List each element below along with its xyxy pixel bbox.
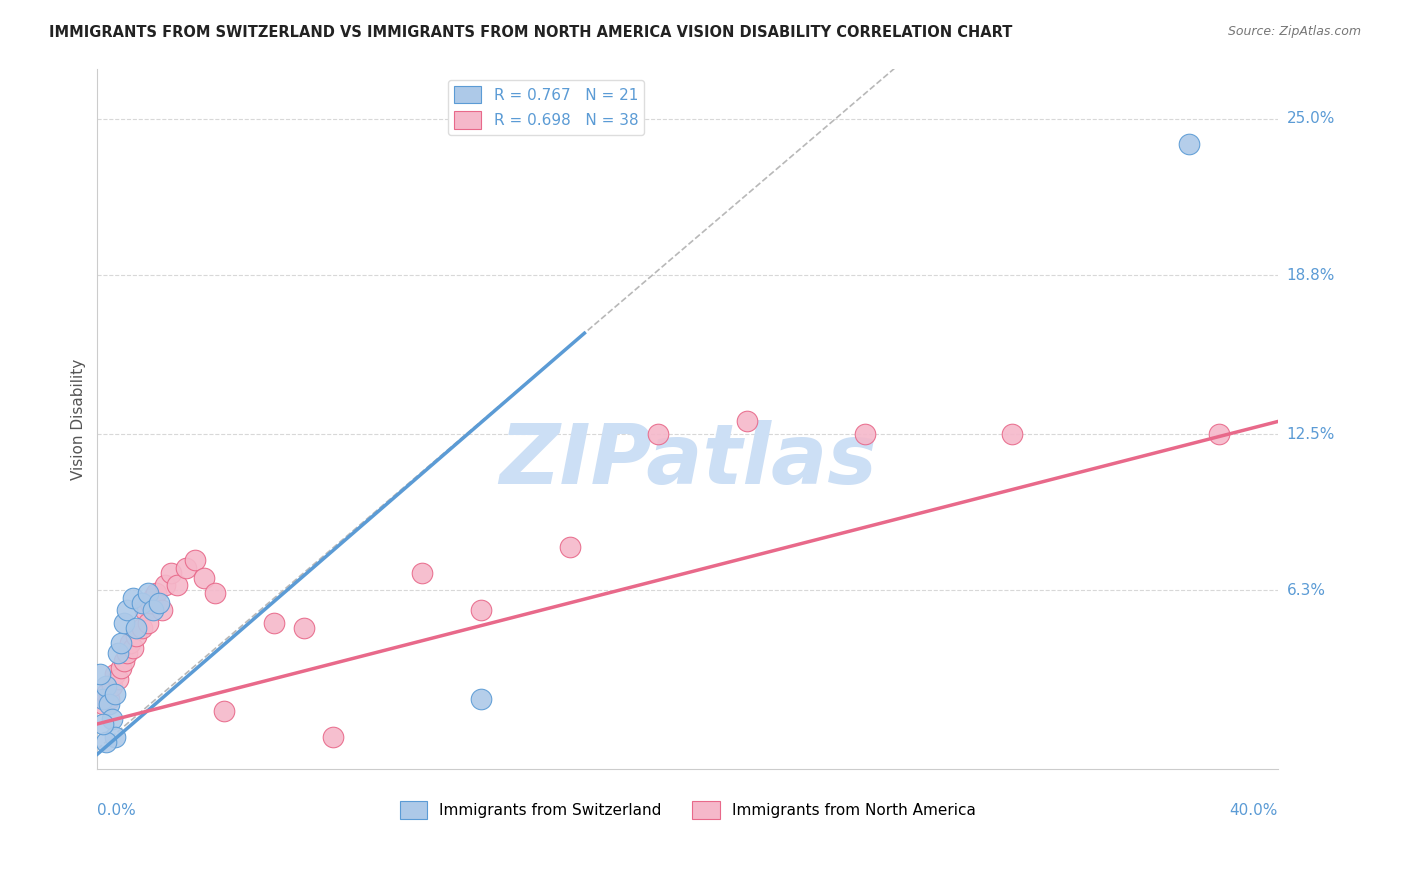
Text: 18.8%: 18.8% — [1286, 268, 1334, 283]
Point — [91, 691, 114, 706]
Point — [142, 591, 165, 605]
Text: 0.0%: 0.0% — [97, 803, 136, 818]
Point — [91, 697, 114, 711]
Point — [263, 616, 285, 631]
Text: 40.0%: 40.0% — [1230, 803, 1278, 818]
Point — [110, 636, 132, 650]
Point — [125, 621, 148, 635]
Text: 12.5%: 12.5% — [1286, 426, 1334, 442]
Point — [98, 691, 121, 706]
Point — [96, 679, 118, 693]
Point — [853, 427, 876, 442]
Point — [104, 666, 127, 681]
Point — [647, 427, 669, 442]
Point — [107, 646, 129, 660]
Point — [145, 586, 167, 600]
Point — [214, 704, 236, 718]
Point — [101, 679, 124, 693]
Point — [558, 541, 581, 555]
Point — [1178, 137, 1201, 152]
Point — [104, 730, 127, 744]
Point — [125, 629, 148, 643]
Y-axis label: Vision Disability: Vision Disability — [72, 359, 86, 480]
Point — [115, 646, 138, 660]
Text: IMMIGRANTS FROM SWITZERLAND VS IMMIGRANTS FROM NORTH AMERICA VISION DISABILITY C: IMMIGRANTS FROM SWITZERLAND VS IMMIGRANT… — [49, 25, 1012, 40]
Point — [121, 641, 143, 656]
Point — [104, 687, 127, 701]
Point — [1001, 427, 1024, 442]
Point — [131, 621, 153, 635]
Point — [148, 596, 170, 610]
Point — [96, 687, 118, 701]
Point — [101, 712, 124, 726]
Point — [136, 616, 159, 631]
Point — [131, 596, 153, 610]
Point — [322, 730, 344, 744]
Point — [110, 661, 132, 675]
Point — [166, 578, 188, 592]
Point — [142, 603, 165, 617]
Point — [89, 666, 111, 681]
Point — [91, 717, 114, 731]
Point — [98, 697, 121, 711]
Point — [115, 603, 138, 617]
Point — [735, 414, 758, 428]
Point — [134, 603, 156, 617]
Text: 6.3%: 6.3% — [1286, 582, 1326, 598]
Point — [107, 672, 129, 686]
Point — [112, 654, 135, 668]
Text: Source: ZipAtlas.com: Source: ZipAtlas.com — [1227, 25, 1361, 38]
Point — [292, 621, 315, 635]
Point — [470, 691, 492, 706]
Point — [96, 734, 118, 748]
Point — [150, 603, 173, 617]
Point — [121, 591, 143, 605]
Point — [139, 596, 162, 610]
Point — [184, 553, 207, 567]
Point — [1208, 427, 1230, 442]
Text: 25.0%: 25.0% — [1286, 112, 1334, 127]
Point — [470, 603, 492, 617]
Point — [112, 616, 135, 631]
Point — [193, 571, 215, 585]
Legend: Immigrants from Switzerland, Immigrants from North America: Immigrants from Switzerland, Immigrants … — [394, 795, 981, 825]
Point — [155, 578, 177, 592]
Point — [118, 636, 141, 650]
Point — [204, 586, 226, 600]
Point — [411, 566, 433, 580]
Point — [174, 560, 197, 574]
Point — [136, 586, 159, 600]
Text: ZIPatlas: ZIPatlas — [499, 420, 876, 501]
Point — [160, 566, 183, 580]
